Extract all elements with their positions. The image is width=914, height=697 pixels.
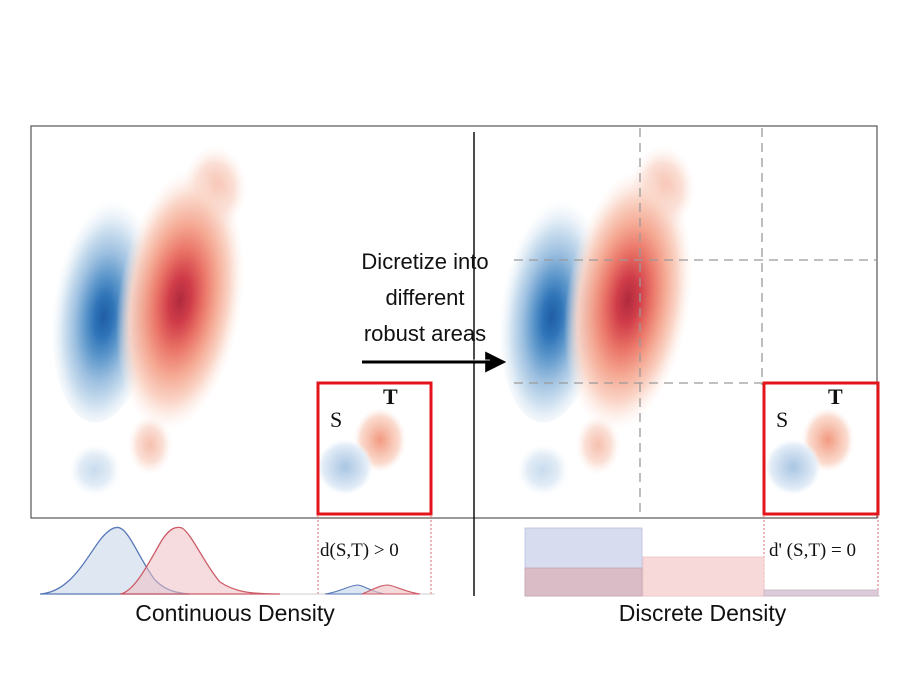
discrete-inset-bar	[763, 589, 879, 597]
left-target-density	[115, 169, 245, 431]
center-caption-line-3: robust areas	[363, 321, 487, 346]
right-density-plot	[499, 146, 854, 496]
center-caption: Dicretize into different robust areas	[330, 244, 520, 352]
discrete-target-bar-2	[642, 556, 765, 597]
left-inset-source-label: S	[330, 407, 343, 432]
continuous-target-curve	[119, 526, 281, 595]
continuous-distance-label: d(S,T) > 0	[320, 540, 399, 561]
center-caption-line-1: Dicretize into	[361, 249, 489, 274]
right-inset-source-label: S	[776, 407, 789, 432]
continuous-density-curves	[39, 526, 435, 595]
discrete-distance-label: d' (S,T) = 0	[769, 540, 856, 561]
right-source-lower-blob	[517, 444, 569, 496]
left-density-plot	[51, 146, 406, 496]
center-caption-line-2: different	[385, 285, 465, 310]
left-target-lower-blob	[128, 415, 172, 475]
left-inset-target-label: T	[383, 384, 398, 409]
discrete-target-bar-1	[524, 567, 643, 597]
discrete-density-bars	[524, 527, 880, 597]
continuous-density-caption: Continuous Density	[135, 600, 335, 626]
discrete-density-caption: Discrete Density	[618, 600, 787, 626]
right-target-lower-blob	[576, 415, 620, 475]
continuous-target-small-curve	[361, 584, 421, 595]
left-source-lower-blob	[69, 444, 121, 496]
right-target-density	[563, 169, 693, 431]
left-highlight-box	[316, 381, 433, 516]
discretization-grid	[514, 128, 876, 516]
plot-frame	[30, 125, 878, 519]
left-inset-source-density	[317, 439, 373, 495]
right-highlight-box	[762, 381, 880, 516]
right-inset-target-label: T	[828, 384, 843, 409]
right-inset-source-density	[765, 439, 821, 495]
